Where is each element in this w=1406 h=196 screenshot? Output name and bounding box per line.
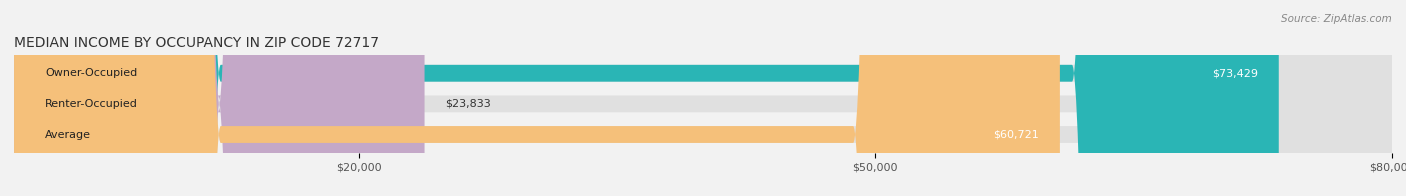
FancyBboxPatch shape (14, 0, 1279, 196)
FancyBboxPatch shape (14, 0, 1392, 196)
Text: $73,429: $73,429 (1212, 68, 1258, 78)
FancyBboxPatch shape (14, 0, 1392, 196)
Text: Owner-Occupied: Owner-Occupied (45, 68, 138, 78)
Text: Renter-Occupied: Renter-Occupied (45, 99, 138, 109)
Text: $23,833: $23,833 (446, 99, 491, 109)
Text: Source: ZipAtlas.com: Source: ZipAtlas.com (1281, 14, 1392, 24)
FancyBboxPatch shape (14, 0, 425, 196)
FancyBboxPatch shape (14, 0, 1060, 196)
Text: MEDIAN INCOME BY OCCUPANCY IN ZIP CODE 72717: MEDIAN INCOME BY OCCUPANCY IN ZIP CODE 7… (14, 35, 380, 50)
FancyBboxPatch shape (14, 0, 1392, 196)
Text: $60,721: $60,721 (994, 130, 1039, 140)
Text: Average: Average (45, 130, 91, 140)
